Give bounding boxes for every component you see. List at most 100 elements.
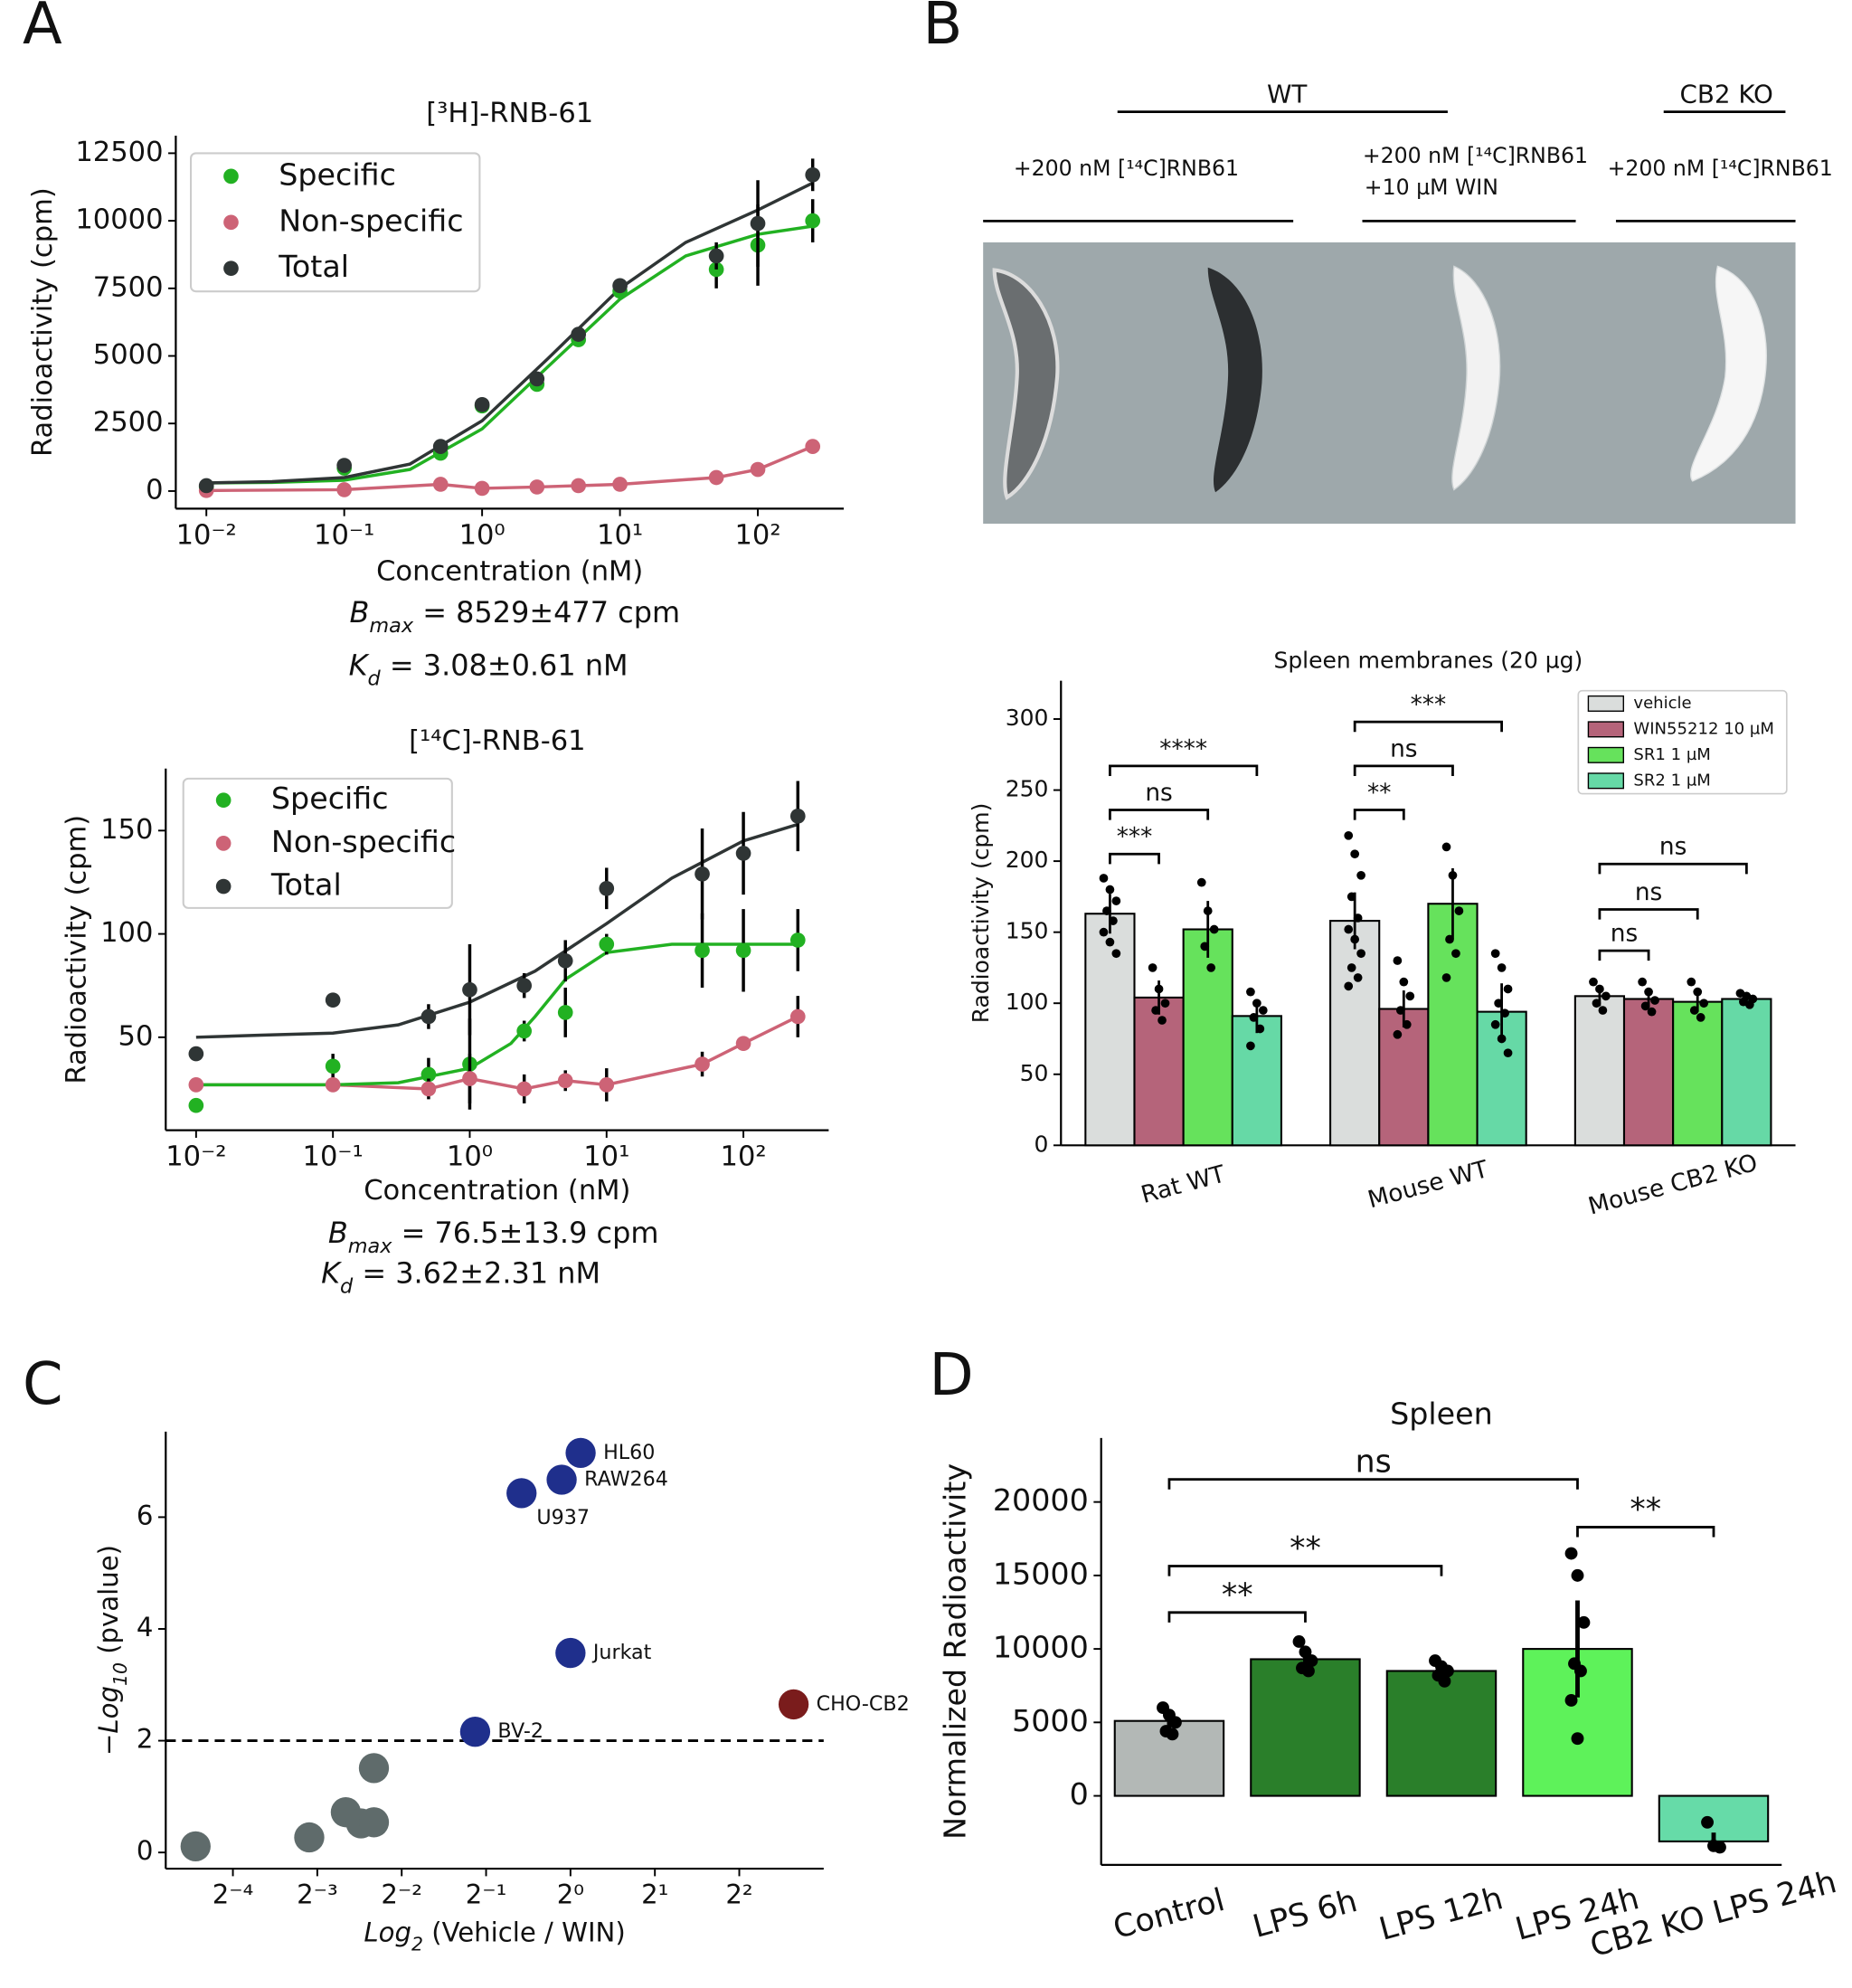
bar xyxy=(1622,998,1675,1147)
x-tick-label: 2⁰ xyxy=(557,1879,584,1910)
data-point xyxy=(1650,996,1659,1005)
legend-label: Specific xyxy=(271,781,389,816)
data-point xyxy=(1158,1016,1167,1025)
y-tick-label: 100 xyxy=(100,917,153,949)
autoradiograph-panel: WT CB2 KO +200 nM [¹⁴C]RNB61 +200 nM [¹⁴… xyxy=(983,80,1833,525)
bar xyxy=(1721,998,1772,1147)
annotation-part: K xyxy=(349,648,371,682)
data-point xyxy=(1301,1664,1315,1678)
y-tick-label: 2 xyxy=(137,1724,154,1755)
x-tick-label: 10⁻² xyxy=(165,1141,226,1173)
data-point xyxy=(1203,906,1213,915)
data-point xyxy=(1344,981,1354,991)
data-point xyxy=(1438,1674,1451,1688)
x-axis-label-part: 2 xyxy=(411,1933,423,1955)
y-tick-label: 5000 xyxy=(1012,1703,1089,1738)
y-tick-label: 0 xyxy=(137,1835,154,1866)
data-point xyxy=(1102,906,1111,915)
legend-label: WIN55212 10 µM xyxy=(1633,719,1774,738)
data-point xyxy=(325,992,341,1008)
data-point xyxy=(474,396,490,412)
data-point xyxy=(1454,906,1464,915)
data-point xyxy=(1111,896,1121,905)
significance-label: ** xyxy=(1290,1530,1321,1567)
data-point xyxy=(1494,999,1504,1008)
annotation-part: B xyxy=(328,1216,348,1250)
legend-swatch xyxy=(1587,695,1624,712)
data-point xyxy=(708,469,724,486)
annotation-part: K xyxy=(321,1255,343,1290)
data-point xyxy=(1258,1006,1268,1015)
chart-title: [³H]-RNB-61 xyxy=(426,98,593,129)
significance-bracket xyxy=(1109,852,1160,865)
y-tick-label: 50 xyxy=(1020,1060,1049,1086)
x-axis-label: Concentration (nM) xyxy=(364,1175,630,1207)
data-point xyxy=(1640,1001,1650,1011)
x-tick-label: 10⁻² xyxy=(176,519,237,551)
annotation: Bmax = 8529±477 cpm xyxy=(349,595,680,638)
legend-label: Total xyxy=(270,867,342,903)
data-point xyxy=(1564,1547,1578,1560)
data-point xyxy=(1644,987,1653,997)
data-point xyxy=(805,213,821,229)
legend-box xyxy=(1577,689,1788,795)
significance-bracket xyxy=(1109,764,1259,776)
data-point xyxy=(180,1831,211,1862)
data-point xyxy=(1154,984,1164,994)
data-point xyxy=(516,1081,533,1097)
legend-marker xyxy=(223,214,239,231)
data-point xyxy=(1564,1694,1578,1707)
y-axis-label: Radioactivity (cpm) xyxy=(968,803,994,1024)
annotation: Kd = 3.62±2.31 nM xyxy=(321,1255,600,1298)
x-tick-label: 2⁻⁴ xyxy=(213,1879,254,1910)
data-point xyxy=(750,461,766,478)
data-point xyxy=(1577,1615,1591,1629)
y-tick-label: 250 xyxy=(1006,776,1049,802)
y-axis-label: Radioactivity (cpm) xyxy=(27,187,59,457)
legend-label: SR2 1 µM xyxy=(1633,771,1711,790)
data-point xyxy=(420,1066,437,1083)
data-point xyxy=(1490,949,1500,959)
significance-bracket xyxy=(1353,809,1405,820)
data-point xyxy=(1402,1019,1412,1029)
x-tick-label: 10⁰ xyxy=(447,1141,493,1173)
y-tick-label: 20000 xyxy=(993,1482,1089,1518)
significance-label: ns xyxy=(1635,879,1662,906)
data-point xyxy=(1105,885,1115,895)
legend-label: Non-specific xyxy=(271,824,456,859)
y-tick-label: 50 xyxy=(118,1020,154,1052)
data-point xyxy=(1638,977,1647,987)
annotation-part: d xyxy=(368,667,382,690)
tissue-section xyxy=(992,268,1060,500)
y-axis-label-part: −Log xyxy=(93,1686,124,1756)
point-label: CHO-CB2 xyxy=(817,1692,910,1716)
data-point xyxy=(789,808,806,824)
data-point xyxy=(612,477,628,492)
annotation: Kd = 3.08±0.61 nM xyxy=(349,648,628,690)
x-tick-label: 10¹ xyxy=(583,1141,629,1173)
y-axis-label: Normalized Radioactivity xyxy=(938,1463,973,1840)
tissue-section xyxy=(1207,267,1262,493)
data-point xyxy=(1200,942,1210,951)
bar xyxy=(1378,1008,1430,1147)
data-point xyxy=(1346,892,1356,902)
significance-label: *** xyxy=(1411,692,1447,719)
data-point xyxy=(1445,934,1454,944)
data-point xyxy=(1160,999,1170,1008)
annotation-part: = 8529±477 cpm xyxy=(413,595,680,630)
y-axis-label: Radioactivity (cpm) xyxy=(61,815,93,1084)
data-point xyxy=(1744,999,1754,1009)
data-point xyxy=(1255,1024,1265,1034)
data-point xyxy=(358,1807,390,1838)
data-point xyxy=(1405,991,1415,1001)
data-point xyxy=(565,1437,596,1469)
data-point xyxy=(1571,1568,1584,1582)
annotation-part: B xyxy=(349,595,369,630)
y-tick-label: 12500 xyxy=(75,137,163,168)
legend-box xyxy=(190,152,481,293)
significance-label: *** xyxy=(1117,824,1153,851)
data-point xyxy=(1196,877,1206,887)
significance-bracket xyxy=(1167,1611,1307,1623)
data-point xyxy=(694,866,710,882)
data-point xyxy=(1393,956,1403,965)
